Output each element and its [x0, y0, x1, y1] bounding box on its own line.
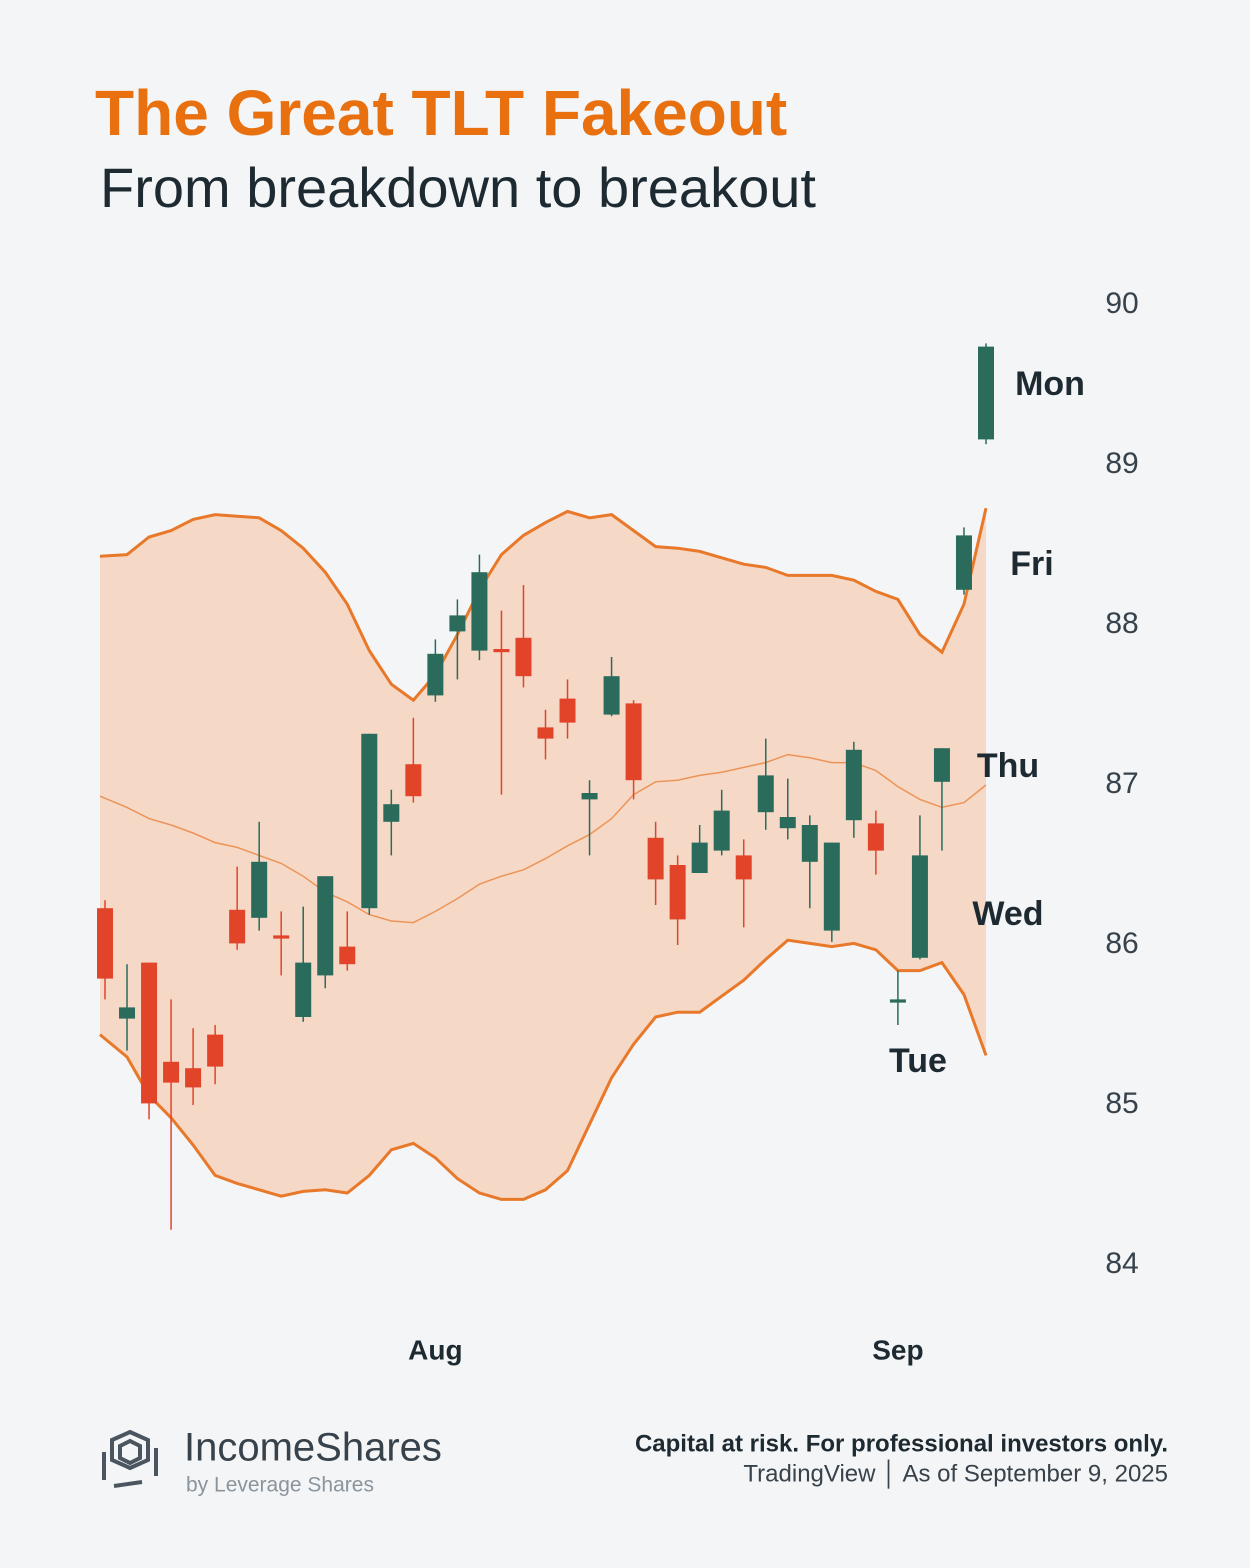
candle-body — [955, 535, 972, 590]
logo-icon — [102, 1429, 158, 1488]
candle-body — [603, 676, 620, 715]
x-tick-label: Aug — [408, 1334, 462, 1365]
candle-body — [647, 837, 664, 880]
candle-body — [427, 653, 444, 696]
disclaimer: Capital at risk. For professional invest… — [635, 1430, 1168, 1457]
candle-body — [867, 823, 884, 851]
candle-body — [273, 935, 290, 939]
candle-body — [383, 804, 400, 822]
y-tick-label: 84 — [1105, 1247, 1138, 1280]
candle-body — [978, 346, 994, 440]
y-tick-label: 85 — [1105, 1087, 1138, 1120]
source-note: TradingView │ As of September 9, 2025 — [743, 1459, 1168, 1489]
candle-body — [537, 727, 554, 739]
candle-body — [141, 962, 158, 1104]
brand-name: IncomeShares — [184, 1426, 442, 1470]
candle-body — [669, 865, 686, 920]
band-area — [100, 508, 986, 1200]
candle-body — [845, 749, 862, 821]
candle-body — [735, 855, 752, 880]
day-annotation: Thu — [977, 747, 1039, 785]
day-annotation: Mon — [1015, 365, 1085, 403]
y-tick-label: 90 — [1105, 287, 1138, 320]
band-lower — [99, 938, 988, 1201]
candle-body — [779, 817, 796, 829]
y-tick-label: 87 — [1105, 767, 1138, 800]
candle-body — [559, 698, 576, 723]
day-annotation: Wed — [972, 895, 1043, 933]
day-annotation: Fri — [1010, 545, 1053, 583]
candle-body — [515, 637, 532, 677]
candle-body — [713, 810, 730, 851]
y-tick-label: 86 — [1105, 927, 1138, 960]
plot-area: 84 85 86 87 88 89 90 Aug Sep Mon Fri Thu Wed Tue — [97, 287, 1139, 1365]
chart-subtitle: From breakdown to breakout — [100, 156, 816, 219]
band-upper — [99, 507, 988, 703]
candle-body — [933, 748, 950, 782]
candle-body — [471, 572, 488, 651]
y-tick-label: 89 — [1105, 447, 1138, 480]
chart-title: The Great TLT Fakeout — [95, 77, 787, 149]
y-tick-label: 88 — [1105, 607, 1138, 640]
candle-body — [405, 764, 422, 797]
candle-body — [317, 876, 334, 976]
candle-body — [97, 908, 113, 979]
candle-body — [691, 842, 708, 873]
candle-body — [119, 1007, 136, 1019]
candle-body — [823, 842, 840, 931]
day-annotation: Tue — [889, 1042, 947, 1080]
candle-body — [493, 649, 510, 653]
candle-body — [251, 861, 268, 918]
candle-body — [625, 703, 642, 781]
candle-body — [449, 615, 466, 632]
brand-sub: by Leverage Shares — [186, 1474, 374, 1497]
candle-body — [889, 999, 906, 1003]
x-tick-label: Sep — [872, 1334, 923, 1365]
candle-body — [163, 1061, 180, 1083]
candle-body — [185, 1068, 202, 1088]
band-middle — [99, 753, 987, 924]
candle-body — [295, 962, 312, 1017]
candle-body — [339, 946, 356, 965]
candle-body — [801, 825, 818, 862]
candle-body — [757, 775, 774, 813]
candle-body — [911, 855, 928, 958]
candle-body — [581, 793, 598, 800]
candle-body — [229, 909, 246, 944]
candle-body — [361, 733, 378, 909]
candle-body — [207, 1034, 224, 1067]
